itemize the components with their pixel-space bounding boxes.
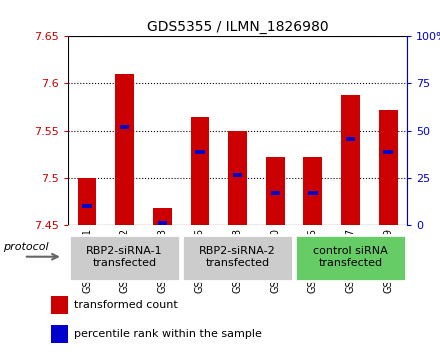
Bar (295, 235, 406, 281)
Bar (153, 208, 172, 225)
Bar (115, 74, 134, 225)
Bar (346, 137, 355, 141)
Bar (158, 221, 167, 225)
Text: protocol: protocol (4, 241, 49, 252)
Title: GDS5355 / ILMN_1826980: GDS5355 / ILMN_1826980 (147, 20, 328, 34)
Bar (341, 95, 360, 225)
Text: percentile rank within the sample: percentile rank within the sample (74, 329, 262, 339)
Text: control siRNA
transfected: control siRNA transfected (313, 246, 388, 268)
Bar (182, 235, 293, 281)
Bar (191, 117, 209, 225)
Bar (120, 125, 129, 129)
Bar (51, 325, 68, 343)
Bar (379, 110, 398, 225)
Bar (77, 178, 96, 225)
Bar (266, 157, 285, 225)
Bar (304, 157, 323, 225)
Bar (228, 131, 247, 225)
Bar (82, 204, 92, 208)
Text: transformed count: transformed count (74, 300, 178, 310)
Bar (195, 151, 205, 154)
Bar (308, 191, 318, 195)
Text: RBP2-siRNA-1
transfected: RBP2-siRNA-1 transfected (86, 246, 163, 268)
Bar (271, 191, 280, 195)
Text: RBP2-siRNA-2
transfected: RBP2-siRNA-2 transfected (199, 246, 276, 268)
Bar (384, 151, 393, 154)
Bar (70, 235, 180, 281)
Bar (51, 296, 68, 314)
Bar (233, 173, 242, 177)
